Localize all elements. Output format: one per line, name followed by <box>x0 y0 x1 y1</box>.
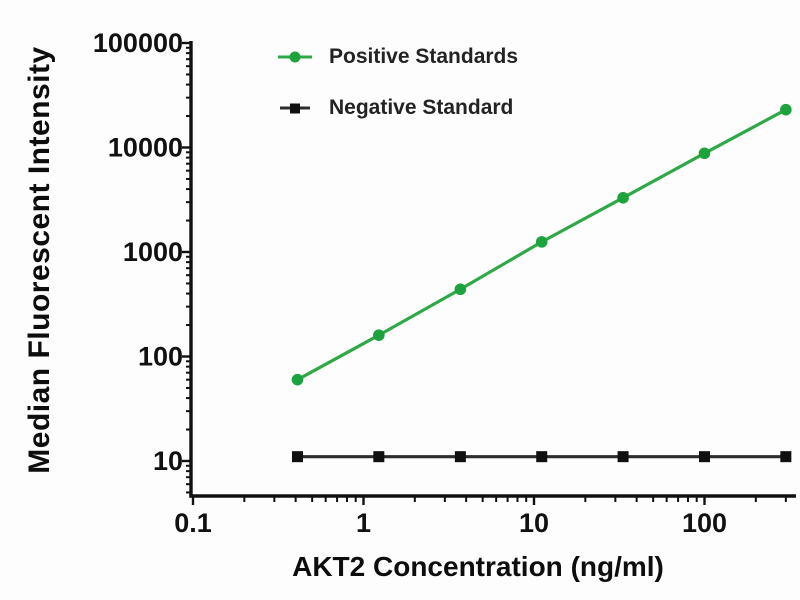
negative-data-point <box>780 451 792 463</box>
x-tick-label: 1 <box>356 508 371 538</box>
negative-series-marker-icon <box>280 103 310 114</box>
negative-data-point <box>454 451 466 463</box>
x-tick-label: 10 <box>519 508 549 538</box>
positive-data-point <box>780 103 792 116</box>
positive-data-point <box>617 192 629 204</box>
positive-data-point <box>373 329 385 341</box>
positive-data-point <box>291 373 304 386</box>
y-tick-label: 1000 <box>123 237 183 267</box>
y-axis-title: Median Fluorescent Intensity <box>23 46 56 474</box>
y-tick-label: 10000 <box>108 133 183 163</box>
legend-label-positive: Positive Standards <box>329 45 519 68</box>
negative-data-point <box>617 451 629 463</box>
negative-data-point <box>699 451 710 463</box>
positive-data-point <box>454 283 467 296</box>
legend-item-negative: Negative Standard <box>276 95 513 121</box>
x-axis-title: AKT2 Concentration (ng/ml) <box>292 551 664 582</box>
legend-item-positive: Positive Standards <box>276 44 518 70</box>
positive-series-marker-icon <box>278 51 312 63</box>
negative-data-point <box>373 451 385 463</box>
legend-label-negative: Negative Standard <box>329 96 514 119</box>
y-tick-label: 100 <box>138 342 183 372</box>
x-tick-label: 100 <box>682 508 727 538</box>
positive-data-point <box>535 236 548 248</box>
negative-data-point <box>291 451 303 463</box>
x-tick-label: 0.1 <box>174 508 212 538</box>
negative-data-point <box>536 451 548 463</box>
y-tick-label: 10 <box>153 446 183 476</box>
y-tick-label: 100000 <box>93 28 183 58</box>
positive-data-point <box>698 147 711 160</box>
